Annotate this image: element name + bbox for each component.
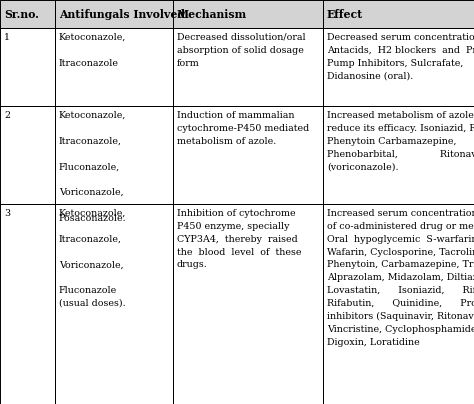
Bar [0, 106, 55, 204]
Bar [323, 28, 474, 106]
Bar [173, 204, 323, 404]
Text: Increased serum concentration
of co-administered drug or metabolite
Oral  hypogl: Increased serum concentration of co-admi… [327, 209, 474, 347]
Text: Effect: Effect [327, 8, 363, 19]
Text: 1: 1 [4, 33, 10, 42]
Bar [55, 0, 173, 28]
Bar [55, 28, 173, 106]
Text: Decreased serum concentration of azole
Antacids,  H2 blockers  and  Proton
Pump : Decreased serum concentration of azole A… [327, 33, 474, 80]
Text: 2: 2 [4, 111, 10, 120]
Text: Decreased dissolution/oral
absorption of solid dosage
form: Decreased dissolution/oral absorption of… [177, 33, 306, 68]
Text: Mechanism: Mechanism [177, 8, 247, 19]
Bar [55, 0, 173, 28]
Bar [173, 28, 323, 106]
Bar [0, 0, 55, 28]
Bar [173, 106, 323, 204]
Bar [323, 106, 474, 204]
Bar [55, 106, 173, 204]
Bar [323, 106, 474, 204]
Bar [323, 204, 474, 404]
Bar [0, 28, 55, 106]
Bar [55, 204, 173, 404]
Bar [0, 204, 55, 404]
Text: Increased metabolism of azole and
reduce its efficacy. Isoniazid, Rifampin
Pheny: Increased metabolism of azole and reduce… [327, 111, 474, 171]
Bar [323, 0, 474, 28]
Text: 3: 3 [4, 209, 10, 218]
Text: Inhibition of cytochrome
P450 enzyme, specially
CYP3A4,  thereby  raised
the  bl: Inhibition of cytochrome P450 enzyme, sp… [177, 209, 301, 269]
Bar [323, 28, 474, 106]
Bar [55, 28, 173, 106]
Bar [55, 106, 173, 204]
Bar [173, 28, 323, 106]
Bar [0, 28, 55, 106]
Text: Induction of mammalian
cytochrome-P450 mediated
metabolism of azole.: Induction of mammalian cytochrome-P450 m… [177, 111, 309, 146]
Bar [0, 106, 55, 204]
Text: Ketoconazole,

Itraconazole,

Voriconazole,

Fluconazole
(usual doses).: Ketoconazole, Itraconazole, Voriconazole… [59, 209, 127, 308]
Text: Antifungals Involved: Antifungals Involved [59, 8, 185, 19]
Text: Ketoconazole,

Itraconazole: Ketoconazole, Itraconazole [59, 33, 127, 68]
Bar [0, 204, 55, 404]
Text: Sr.no.: Sr.no. [4, 8, 39, 19]
Text: Ketoconazole,

Itraconazole,

Fluconazole,

Voriconazole,

Posaconazole.: Ketoconazole, Itraconazole, Fluconazole,… [59, 111, 127, 223]
Bar [323, 204, 474, 404]
Bar [173, 0, 323, 28]
Bar [55, 204, 173, 404]
Bar [0, 0, 55, 28]
Bar [173, 106, 323, 204]
Bar [173, 0, 323, 28]
Bar [173, 204, 323, 404]
Bar [323, 0, 474, 28]
